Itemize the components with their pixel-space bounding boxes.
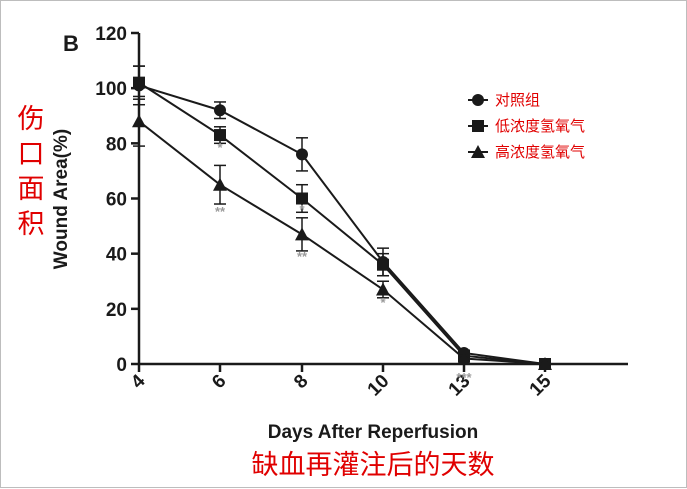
- chinese-x-label: 缺血再灌注后的天数: [252, 450, 495, 481]
- legend-label: 对照组: [495, 91, 540, 109]
- significance-mark: **: [215, 204, 226, 219]
- data-point: [376, 282, 390, 296]
- x-axis-title: Days After Reperfusion: [268, 422, 478, 443]
- data-point: [296, 192, 308, 205]
- data-point: [377, 258, 389, 271]
- series-layer: [132, 65, 552, 370]
- legend-marker: [472, 120, 484, 132]
- y-tick-label: 60: [106, 190, 127, 211]
- legend-marker: [472, 94, 484, 106]
- data-point: [295, 227, 309, 241]
- significance-mark: **: [297, 249, 308, 264]
- x-tick-label: 15: [526, 370, 556, 400]
- legend-item: 低浓度氢氧气: [468, 117, 585, 135]
- y-tick-label: 0: [116, 355, 127, 376]
- legend-item: 对照组: [468, 91, 540, 109]
- data-point: [214, 104, 226, 117]
- data-point: [538, 357, 552, 370]
- y-tick-label: 120: [95, 24, 127, 45]
- significance-annotations: *** *******: [215, 140, 473, 385]
- x-tick-label: 8: [290, 371, 312, 393]
- series-circle: [133, 65, 551, 370]
- data-point: [296, 148, 308, 161]
- y-tick-label: 80: [106, 134, 127, 155]
- series-line: [138, 120, 546, 365]
- chinese-y-label: 伤口面积: [18, 104, 45, 240]
- panel-label: B: [63, 31, 79, 56]
- x-tick-label: 6: [208, 371, 230, 393]
- y-tick-label: 20: [106, 300, 127, 321]
- y-tick-label: 40: [106, 245, 127, 266]
- data-point: [213, 177, 227, 191]
- y-tick-label: 100: [95, 79, 127, 100]
- legend-marker: [471, 145, 485, 158]
- series-triangle: [132, 95, 552, 370]
- data-point: [214, 129, 226, 142]
- chinese-y-label-char: 口: [18, 139, 45, 170]
- legend-label: 高浓度氢氧气: [495, 143, 585, 161]
- data-point: [132, 114, 146, 128]
- legend-label: 低浓度氢氧气: [495, 117, 585, 135]
- significance-mark: ***: [456, 370, 472, 385]
- series-line: [138, 84, 546, 365]
- significance-mark: *: [299, 202, 305, 217]
- x-tick-label: 10: [364, 371, 394, 401]
- significance-mark: *: [217, 140, 223, 155]
- series-square: [133, 65, 551, 370]
- y-axis-title: Wound Area(%): [51, 129, 72, 269]
- chinese-y-label-char: 积: [18, 209, 45, 240]
- series-line: [138, 81, 546, 365]
- axes: [137, 33, 628, 366]
- data-point: [457, 351, 471, 365]
- data-point: [133, 76, 145, 89]
- legend-item: 高浓度氢氧气: [468, 143, 585, 161]
- x-tick-label: 4: [127, 370, 150, 393]
- significance-mark: *: [380, 295, 386, 310]
- chinese-y-label-char: 伤: [18, 104, 45, 135]
- chinese-y-label-char: 面: [18, 174, 45, 205]
